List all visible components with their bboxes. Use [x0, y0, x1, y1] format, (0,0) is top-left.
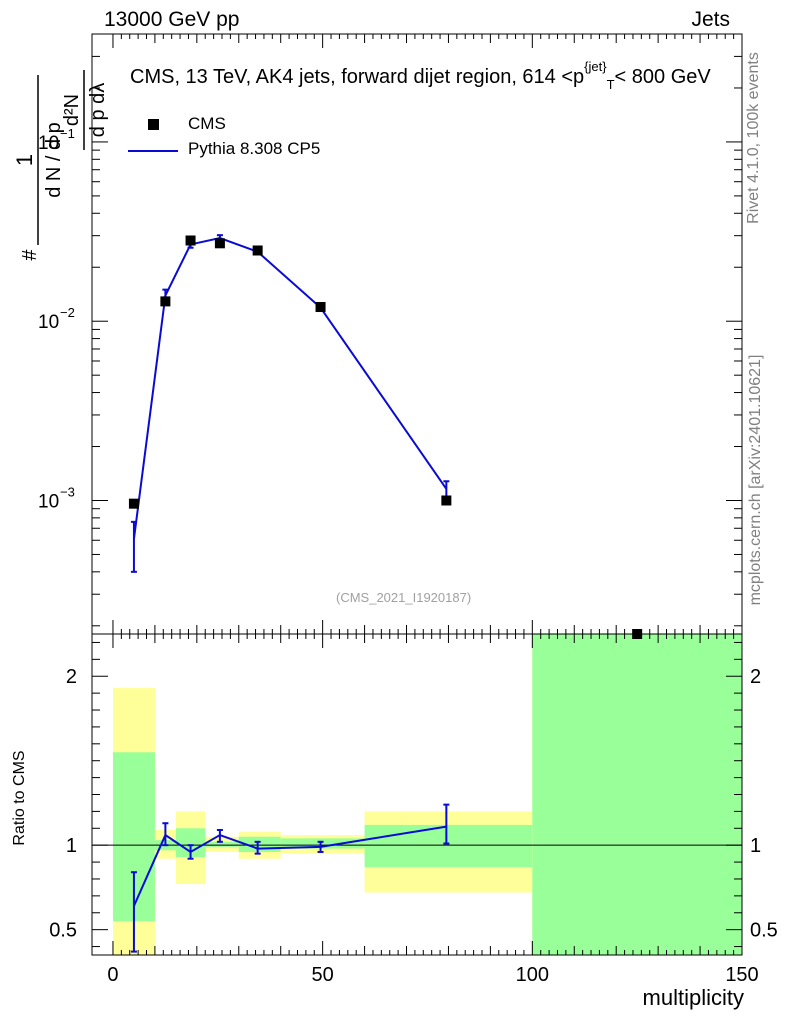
- y-tick-label-main: 10: [38, 133, 59, 154]
- legend-marker-cms: [148, 119, 159, 130]
- y-label-hash: #: [19, 249, 41, 261]
- axis-ticks: [92, 33, 743, 955]
- title-prefix: CMS, 13 TeV, AK4 jets, forward dijet reg…: [130, 66, 585, 88]
- ratio-uncertainty-bands: [112, 634, 742, 955]
- y-tick-label-exp: −1: [60, 126, 75, 141]
- ratio-y-axis-label: Ratio to CMS: [11, 750, 28, 846]
- y-tick-label-exp: −3: [60, 484, 75, 499]
- cms-data-point: [185, 235, 196, 246]
- y-axis-fraction-2: d²N d p dλ: [61, 70, 109, 150]
- y-tick-label-main: 10: [38, 491, 59, 512]
- legend-label-pythia: Pythia 8.308 CP5: [188, 139, 321, 158]
- cms-data-point: [315, 302, 326, 313]
- y-tick-label-ratio: 0.5: [49, 920, 77, 942]
- y-label-numerator: 1: [12, 154, 37, 166]
- cms-data-point: [632, 629, 643, 639]
- x-tick-label: 100: [516, 964, 549, 986]
- x-tick-label: 50: [312, 964, 334, 986]
- cms-data-point: [128, 498, 139, 509]
- legend: [128, 119, 178, 152]
- cms-data-point: [214, 238, 225, 249]
- legend-label-cms: CMS: [188, 114, 226, 133]
- header-left: 13000 GeV pp: [104, 8, 240, 31]
- analysis-watermark: (CMS_2021_I1920187): [336, 590, 472, 605]
- pythia-line: [132, 237, 448, 540]
- main-y-axis-label: 1 d N / d p # d²N d p dλ: [12, 70, 109, 261]
- y-tick-label-main: 10: [38, 312, 59, 333]
- data-series: [128, 234, 643, 953]
- band-inner-5: [280, 838, 365, 849]
- mcplots-label: mcplots.cern.ch [arXiv:2401.10621]: [747, 354, 764, 606]
- cms-data-point: [252, 245, 263, 256]
- plot-title: CMS, 13 TeV, AK4 jets, forward dijet reg…: [130, 59, 711, 92]
- title-sub: T: [606, 77, 615, 92]
- y-label-d2n: d²N: [61, 94, 83, 126]
- x-tick-label: 0: [107, 964, 118, 986]
- y-tick-label-exp: −2: [60, 305, 75, 320]
- x-axis-label: multiplicity: [642, 985, 744, 1010]
- band-inner-3: [205, 841, 239, 847]
- cms-data-point: [441, 495, 452, 506]
- band-inner-7: [532, 634, 742, 955]
- title-sup: {jet}: [584, 59, 607, 74]
- band-inner-6: [364, 824, 533, 868]
- y-tick-label-ratio: 1: [66, 835, 77, 857]
- rivet-version-label: Rivet 4.1.0, 100k events: [745, 52, 762, 224]
- y-tick-label-ratio: 2: [66, 666, 77, 688]
- y-label-dpt-dl: d p dλ: [87, 83, 109, 137]
- y-tick-label-ratio-right: 0.5: [750, 920, 778, 942]
- x-tick-label: 150: [725, 964, 758, 986]
- y-label-denominator: d N / d p: [43, 122, 65, 198]
- y-axis-fraction: 1 d N / d p #: [12, 75, 65, 261]
- header-right: Jets: [691, 8, 730, 31]
- cms-data-point: [160, 296, 171, 307]
- title-suffix: < 800 GeV: [614, 66, 711, 88]
- y-tick-label-ratio-right: 1: [750, 835, 761, 857]
- y-tick-label-ratio-right: 2: [750, 666, 761, 688]
